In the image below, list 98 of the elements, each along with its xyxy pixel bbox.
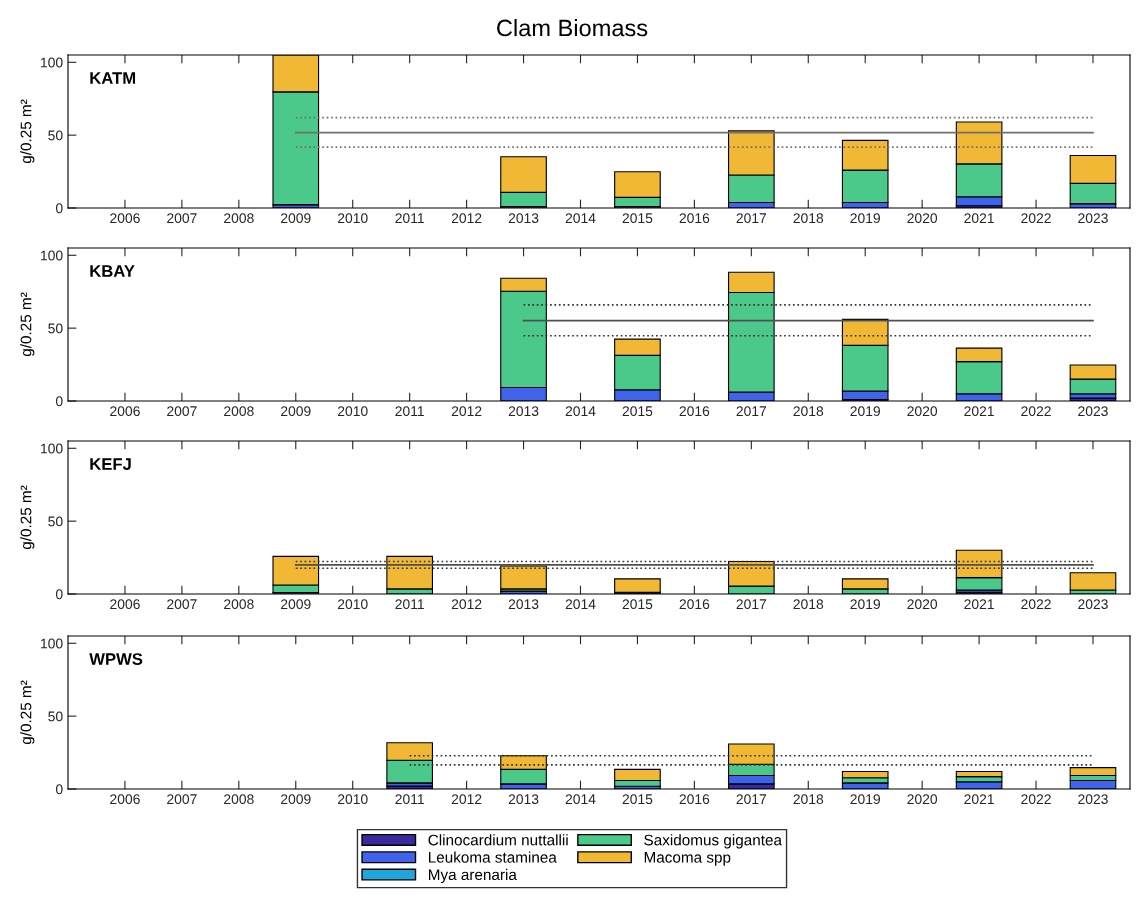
x-tick-label: 2012 bbox=[451, 406, 482, 417]
x-tick-label: 2012 bbox=[451, 213, 482, 224]
x-tick-label: 2019 bbox=[850, 599, 880, 610]
x-tick-label: 2007 bbox=[167, 599, 197, 610]
x-tick-label: 2006 bbox=[110, 406, 140, 417]
legend-label: Macoma spp bbox=[644, 852, 731, 866]
chart-title: Clam Biomass bbox=[497, 19, 648, 37]
y-tick-label: 0 bbox=[55, 589, 63, 600]
x-tick-label: 2020 bbox=[907, 599, 938, 610]
x-tick-label: 2020 bbox=[907, 794, 938, 805]
y-tick-label: 0 bbox=[55, 784, 63, 795]
x-tick-label: 2014 bbox=[565, 599, 596, 610]
x-tick-label: 2007 bbox=[167, 213, 197, 224]
annotation: KBAY bbox=[90, 265, 135, 277]
x-tick-label: 2013 bbox=[508, 794, 539, 805]
x-tick-label: 2010 bbox=[337, 213, 368, 224]
x-tick-label: 2022 bbox=[1021, 213, 1051, 224]
x-tick-label: 2008 bbox=[224, 213, 254, 224]
x-tick-label: 2007 bbox=[167, 406, 197, 417]
x-tick-label: 2010 bbox=[337, 406, 368, 417]
x-tick-label: 2015 bbox=[622, 794, 653, 805]
x-tick-label: 2009 bbox=[281, 213, 311, 224]
y-tick-label: 50 bbox=[48, 711, 63, 722]
y-axis-title: g/0.25 m² bbox=[20, 99, 35, 164]
x-tick-label: 2009 bbox=[281, 794, 311, 805]
y-axis-title: g/0.25 m² bbox=[20, 680, 35, 745]
x-tick-label: 2011 bbox=[395, 406, 424, 417]
x-tick-label: 2017 bbox=[736, 599, 767, 610]
y-tick-label: 50 bbox=[48, 516, 63, 527]
x-tick-label: 2008 bbox=[224, 406, 254, 417]
y-tick-label: 100 bbox=[41, 638, 63, 649]
legend-label: Leukoma staminea bbox=[428, 851, 557, 863]
legend-label: Mya arenaria bbox=[428, 868, 517, 884]
y-tick-label: 50 bbox=[48, 130, 63, 141]
x-tick-label: 2012 bbox=[451, 794, 482, 805]
y-tick-label: 50 bbox=[48, 323, 63, 334]
x-tick-label: 2018 bbox=[793, 599, 824, 610]
x-tick-label: 2012 bbox=[451, 599, 482, 610]
legend-label: Saxidomus gigantea bbox=[644, 834, 782, 849]
x-tick-label: 2008 bbox=[224, 599, 254, 610]
x-tick-label: 2019 bbox=[850, 794, 880, 805]
x-tick-label: 2011 bbox=[395, 794, 424, 805]
x-tick-label: 2006 bbox=[110, 213, 140, 224]
x-tick-label: 2009 bbox=[281, 406, 311, 417]
x-tick-label: 2015 bbox=[622, 599, 653, 610]
x-tick-label: 2014 bbox=[565, 213, 596, 224]
y-tick-label: 100 bbox=[41, 443, 63, 454]
y-tick-label: 100 bbox=[41, 250, 63, 261]
y-tick-label: 0 bbox=[55, 203, 63, 214]
x-tick-label: 2008 bbox=[224, 794, 254, 805]
x-tick-label: 2013 bbox=[508, 599, 539, 610]
x-tick-label: 2006 bbox=[110, 599, 140, 610]
x-tick-label: 2023 bbox=[1078, 213, 1108, 224]
x-tick-label: 2017 bbox=[736, 406, 767, 417]
x-tick-label: 2023 bbox=[1078, 599, 1108, 610]
annotation: KATM bbox=[90, 72, 136, 84]
x-tick-label: 2021 bbox=[964, 213, 994, 224]
x-tick-label: 2020 bbox=[907, 213, 938, 224]
x-tick-label: 2020 bbox=[907, 406, 938, 417]
x-tick-label: 2018 bbox=[793, 794, 824, 805]
x-tick-label: 2022 bbox=[1021, 599, 1051, 610]
legend-label: Clinocardium nuttallii bbox=[428, 834, 568, 846]
x-tick-label: 2013 bbox=[508, 406, 539, 417]
x-tick-label: 2013 bbox=[508, 213, 539, 224]
x-tick-label: 2021 bbox=[964, 794, 994, 805]
x-tick-label: 2018 bbox=[793, 213, 824, 224]
x-tick-label: 2014 bbox=[565, 406, 596, 417]
x-tick-label: 2021 bbox=[964, 406, 994, 417]
y-tick-label: 100 bbox=[41, 57, 63, 68]
x-tick-label: 2016 bbox=[679, 406, 710, 417]
y-axis-title: g/0.25 m² bbox=[20, 292, 35, 357]
y-axis-title: g/0.25 m² bbox=[20, 485, 35, 550]
x-tick-label: 2010 bbox=[337, 794, 368, 805]
y-tick-label: 0 bbox=[55, 396, 63, 407]
x-tick-label: 2014 bbox=[565, 794, 596, 805]
x-tick-label: 2006 bbox=[110, 794, 140, 805]
x-tick-label: 2019 bbox=[850, 213, 880, 224]
x-tick-label: 2019 bbox=[850, 406, 880, 417]
x-tick-label: 2021 bbox=[964, 599, 994, 610]
x-tick-label: 2022 bbox=[1021, 794, 1051, 805]
x-tick-label: 2010 bbox=[337, 599, 368, 610]
x-tick-label: 2015 bbox=[622, 213, 653, 224]
x-tick-label: 2023 bbox=[1078, 406, 1108, 417]
x-tick-label: 2009 bbox=[281, 599, 311, 610]
x-tick-label: 2011 bbox=[395, 213, 424, 224]
x-tick-label: 2015 bbox=[622, 406, 653, 417]
x-tick-label: 2011 bbox=[395, 599, 424, 610]
annotation: WPWS bbox=[89, 653, 143, 665]
x-tick-label: 2018 bbox=[793, 406, 824, 417]
annotation: KEFJ bbox=[90, 458, 131, 470]
x-tick-label: 2022 bbox=[1021, 406, 1051, 417]
x-tick-label: 2007 bbox=[167, 794, 197, 805]
x-tick-label: 2016 bbox=[679, 213, 710, 224]
x-tick-label: 2016 bbox=[679, 599, 710, 610]
x-tick-label: 2016 bbox=[679, 794, 710, 805]
x-tick-label: 2023 bbox=[1078, 794, 1108, 805]
x-tick-label: 2017 bbox=[736, 213, 767, 224]
x-tick-label: 2017 bbox=[736, 794, 767, 805]
